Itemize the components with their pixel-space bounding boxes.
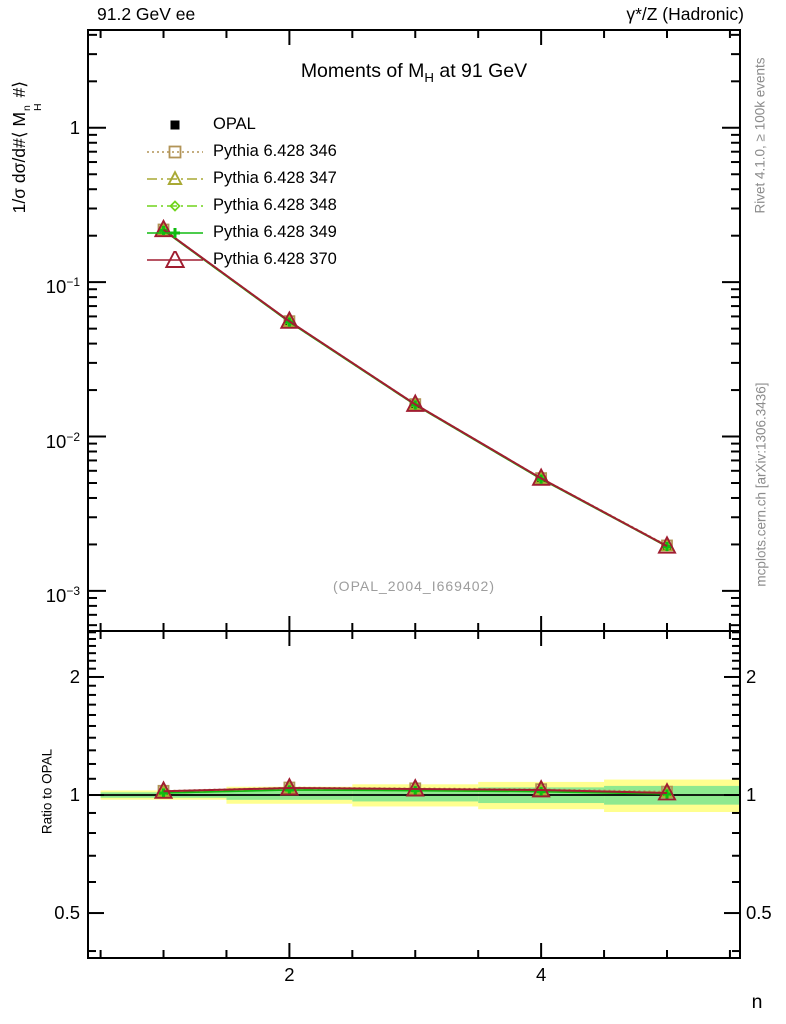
legend-label: Pythia 6.428 349 — [213, 223, 337, 241]
series-main-pythia-6-428-348 — [158, 225, 673, 552]
legend-label: Pythia 6.428 348 — [213, 196, 337, 214]
legend-item-pythia-348: Pythia 6.428 348 — [146, 192, 337, 219]
series-ratio-pythia-6-428-349 — [159, 785, 672, 799]
legend-sample-canvas — [170, 120, 180, 129]
panel-frames — [87, 29, 741, 959]
legend-sample-canvas — [147, 247, 203, 268]
y-ratio-tick-label-right: 1 — [746, 784, 757, 806]
legend-sample-canvas — [147, 145, 203, 158]
legend-sample-pythia-347 — [146, 169, 204, 188]
mcplots-reference-note: mcplots.cern.ch [arXiv:1306.3436] — [753, 382, 769, 587]
y-ratio-tick-label: 1 — [69, 784, 80, 806]
plot-title: Moments of MH at 91 GeV — [300, 60, 528, 85]
legend-sample-pythia-370 — [146, 247, 204, 269]
legend: OPAL Pythia 6.428 346 Pythia 6.428 347 P… — [146, 111, 337, 273]
y-ratio-tick-label-right: 2 — [746, 665, 757, 687]
legend-label: Pythia 6.428 346 — [213, 142, 337, 160]
legend-item-pythia-347: Pythia 6.428 347 — [146, 165, 337, 192]
legend-sample-pythia-349 — [146, 224, 204, 242]
legend-item-pythia-346: Pythia 6.428 346 — [146, 138, 337, 165]
y-main-tick-label: 10−2 — [45, 429, 80, 452]
y-main-tick-label: 10−3 — [45, 583, 80, 607]
x-axis-label: n — [751, 991, 763, 1013]
legend-label: Pythia 6.428 370 — [213, 250, 337, 268]
legend-item-opal: OPAL — [146, 111, 337, 138]
legend-item-pythia-349: Pythia 6.428 349 — [146, 219, 337, 246]
legend-sample-pythia-346 — [146, 143, 204, 161]
legend-item-pythia-370: Pythia 6.428 370 — [146, 246, 337, 273]
x-tick-label: 4 — [535, 964, 547, 985]
x-tick-label: 2 — [284, 964, 295, 985]
series-main-pythia-6-428-346 — [157, 223, 673, 552]
series-main-pythia-6-428-370 — [153, 218, 677, 554]
rivet-version-note: Rivet 4.1.0, ≥ 100k events — [752, 57, 768, 214]
ratio-panel-frame — [87, 630, 741, 959]
legend-sample-pythia-348 — [146, 197, 204, 215]
analysis-id-watermark: (OPAL_2004_I669402) — [333, 578, 495, 594]
legend-sample-canvas — [147, 199, 203, 212]
axis-ticks — [88, 30, 740, 958]
legend-sample-opal — [146, 116, 204, 134]
series-main-pythia-6-428-349 — [159, 225, 672, 551]
y-ratio-tick-label: 2 — [69, 665, 80, 687]
y-ratio-tick-label: 0.5 — [54, 902, 80, 924]
y-main-tick-label: 1 — [69, 116, 80, 138]
series-main-opal — [159, 227, 671, 551]
series-ratio-pythia-6-428-370 — [153, 777, 677, 801]
y-main-tick-label: 10−1 — [45, 275, 80, 298]
beam-energy-label: 91.2 GeV ee — [97, 4, 196, 24]
legend-sample-canvas — [147, 227, 203, 238]
y-ratio-tick-label-right: 0.5 — [746, 902, 772, 924]
process-label: γ*/Z (Hadronic) — [626, 4, 744, 24]
legend-sample-canvas — [147, 169, 203, 185]
legend-label: Pythia 6.428 347 — [213, 169, 337, 187]
legend-label: OPAL — [213, 115, 256, 133]
